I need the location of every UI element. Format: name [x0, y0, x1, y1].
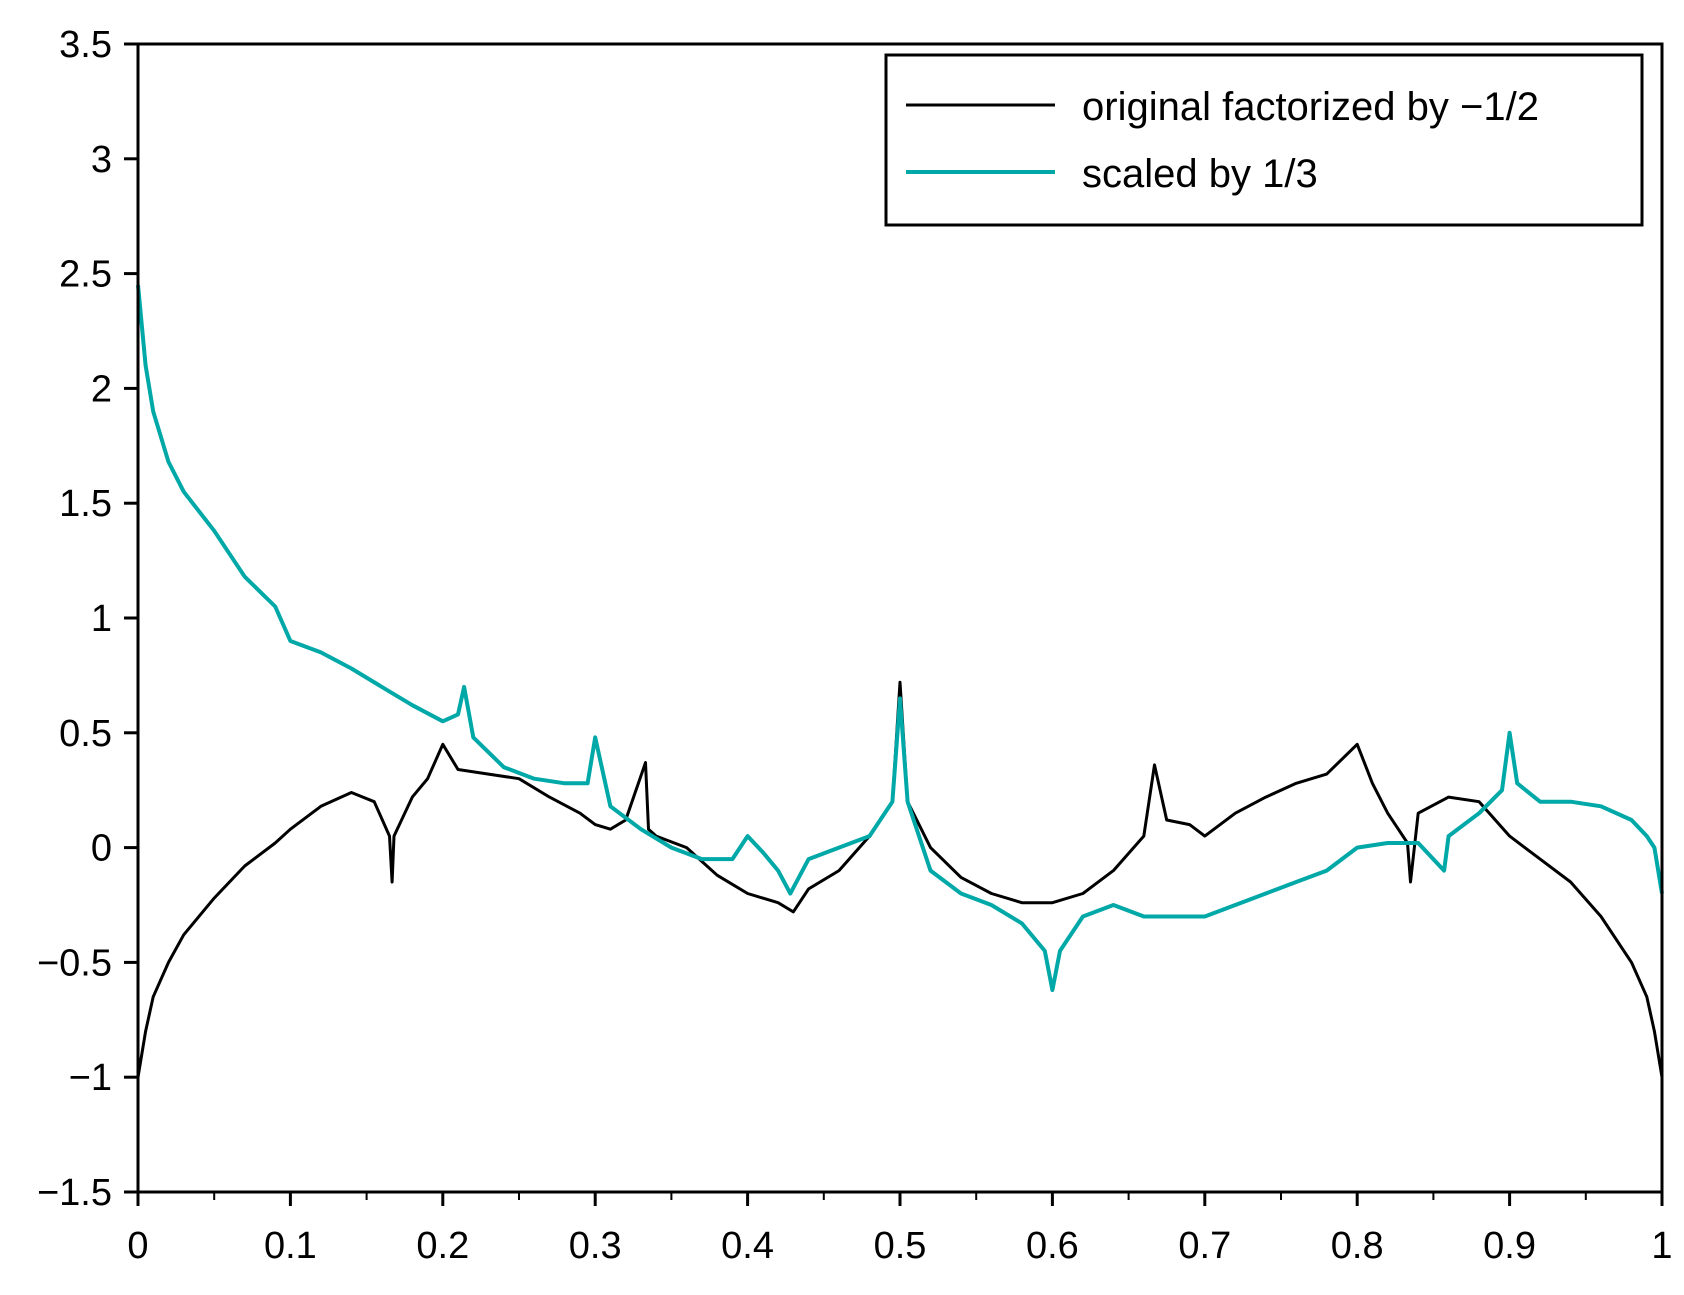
x-axis: 0 0.1 0.2 0.3 0.4 0.5 0.6 0.7 0.8 0.9 1: [127, 1192, 1673, 1267]
y-tick-label: 0.5: [59, 713, 112, 755]
legend-label-original: original factorized by −1/2: [1082, 85, 1539, 129]
y-tick-label: 2.5: [59, 254, 112, 296]
x-tick-label: 0.3: [569, 1225, 622, 1267]
legend: original factorized by −1/2 scaled by 1/…: [884, 53, 1644, 227]
y-tick-label: 3.5: [59, 24, 112, 66]
y-tick-label: 0: [91, 828, 112, 870]
y-axis: −1.5 −1 −0.5 0 0.5 1 1.5 2 2.5 3 3.5: [37, 24, 138, 1214]
legend-box: [884, 53, 1644, 227]
x-tick-label: 1: [1651, 1225, 1672, 1267]
series-line-1: [136, 284, 1664, 992]
x-tick-label: 0.7: [1178, 1225, 1231, 1267]
series-line-0: [136, 680, 1664, 1078]
x-tick-label: 0.5: [874, 1225, 927, 1267]
y-tick-label: 1: [91, 598, 112, 640]
y-tick-label: −0.5: [37, 942, 112, 984]
legend-label-scaled: scaled by 1/3: [1082, 152, 1318, 196]
x-tick-label: 0.2: [416, 1225, 469, 1267]
x-tick-label: 0: [127, 1225, 148, 1267]
y-tick-label: −1.5: [37, 1172, 112, 1214]
y-tick-label: 2: [91, 368, 112, 410]
y-tick-label: 1.5: [59, 483, 112, 525]
x-tick-label: 0.9: [1483, 1225, 1536, 1267]
y-tick-label: 3: [91, 139, 112, 181]
x-tick-label: 0.6: [1026, 1225, 1079, 1267]
y-tick-label: −1: [69, 1057, 112, 1099]
x-tick-label: 0.4: [721, 1225, 774, 1267]
series-layer: [136, 284, 1664, 1078]
x-tick-label: 0.8: [1331, 1225, 1384, 1267]
x-tick-label: 0.1: [264, 1225, 317, 1267]
